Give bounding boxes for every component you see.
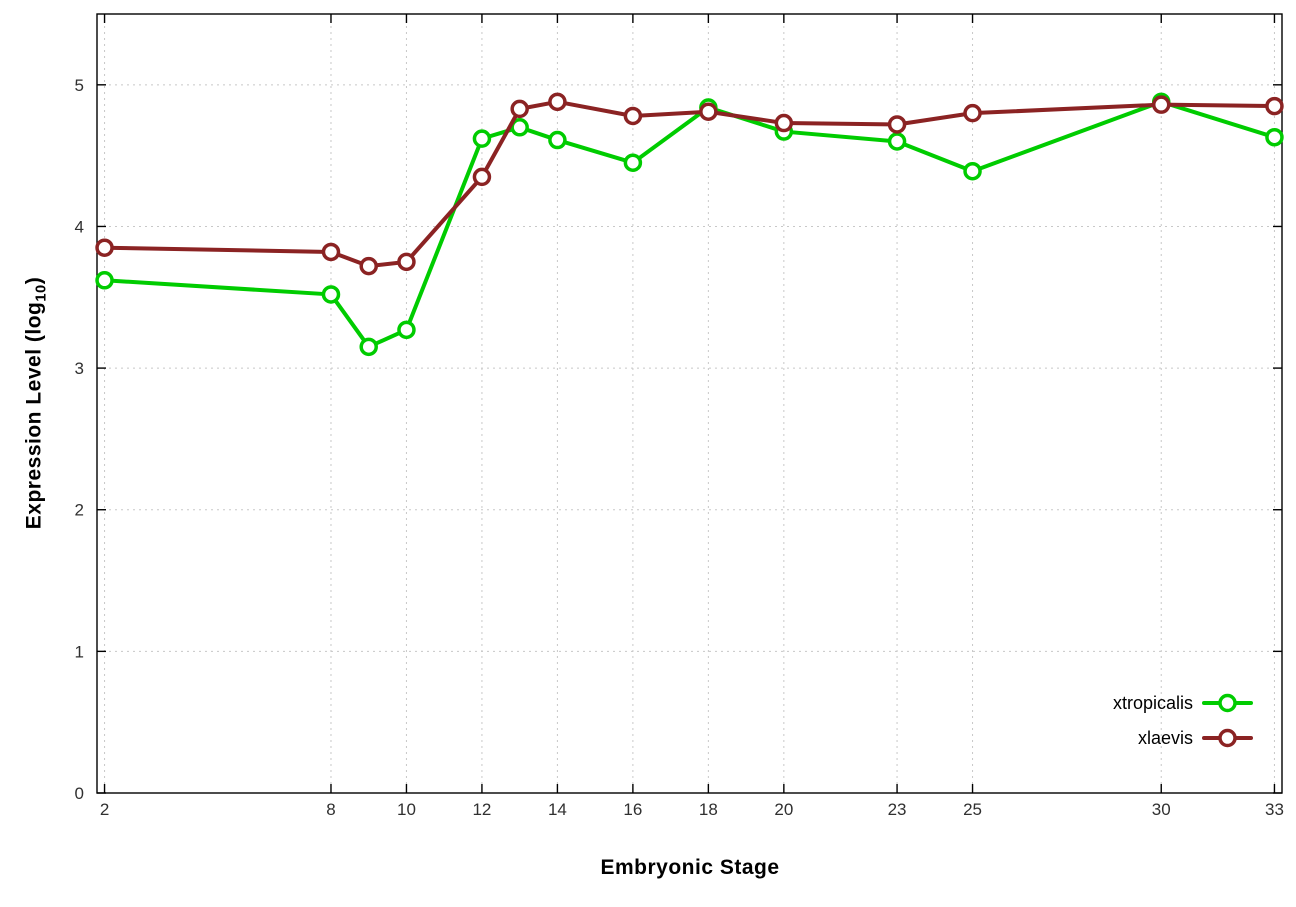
marker-xtropicalis-stage-9	[359, 337, 378, 357]
marker-xlaevis-stage-23	[887, 115, 907, 134]
marker-xtropicalis-stage-8	[321, 285, 341, 304]
legend: xtropicalis xlaevis	[1113, 693, 1253, 748]
marker-xlaevis-stage-25	[963, 103, 982, 123]
x-tick-label: 10	[397, 800, 416, 819]
x-axis-title: Embryonic Stage	[600, 856, 780, 879]
marker-xtropicalis-stage-2	[95, 271, 114, 290]
marker-xtropicalis-stage-16	[623, 153, 643, 172]
marker-xlaevis-stage-16	[623, 106, 643, 126]
marker-xtropicalis-stage-25	[963, 161, 982, 181]
marker-xlaevis-stage-13	[510, 99, 529, 119]
y-tick-label: 3	[75, 359, 84, 378]
marker-xtropicalis-stage-23	[887, 132, 907, 151]
y-tick-label: 0	[75, 784, 84, 803]
marker-xtropicalis-stage-14	[548, 130, 567, 150]
x-tick-label: 2	[100, 800, 109, 819]
y-axis-title-subscript: 10	[33, 284, 50, 302]
marker-xtropicalis-stage-33	[1265, 127, 1284, 147]
series-xtropicalis	[95, 92, 1284, 357]
x-tick-label: 8	[326, 800, 335, 819]
marker-xlaevis-stage-30	[1151, 95, 1171, 114]
legend-label-xlaevis: xlaevis	[1138, 728, 1193, 748]
marker-xlaevis-stage-18	[699, 102, 718, 121]
marker-xlaevis-stage-2	[95, 238, 114, 257]
y-axis-title-post: )	[22, 276, 46, 285]
x-tick-label: 16	[623, 800, 642, 819]
legend-sample-marker-xlaevis	[1218, 728, 1237, 748]
series-xlaevis	[95, 92, 1284, 276]
marker-xtropicalis-stage-13	[510, 118, 529, 137]
x-tick-label: 14	[548, 800, 567, 819]
y-tick-label: 1	[75, 642, 84, 661]
x-tick-label: 30	[1152, 800, 1171, 819]
marker-xlaevis-stage-9	[359, 256, 378, 276]
y-axis-title: Expression Level (log10)	[22, 277, 49, 529]
marker-xlaevis-stage-10	[397, 252, 416, 272]
legend-item-xlaevis: xlaevis	[1138, 728, 1253, 748]
marker-xlaevis-stage-33	[1265, 96, 1284, 116]
y-tick-label: 4	[75, 217, 84, 236]
x-tick-label: 20	[774, 800, 793, 819]
marker-xlaevis-stage-14	[548, 92, 567, 112]
legend-item-xtropicalis: xtropicalis	[1113, 693, 1253, 713]
x-tick-label: 33	[1265, 800, 1284, 819]
series-line-xtropicalis	[102, 99, 1277, 349]
x-tick-label: 12	[472, 800, 491, 819]
legend-label-xtropicalis: xtropicalis	[1113, 693, 1193, 713]
legend-sample-marker-xtropicalis	[1218, 693, 1237, 713]
plot-border	[96, 13, 1283, 794]
y-tick-label: 2	[75, 501, 84, 520]
gridlines	[97, 14, 1282, 794]
marker-xtropicalis-stage-12	[472, 129, 492, 148]
marker-xtropicalis-stage-10	[397, 320, 416, 340]
y-axis-title-pre: Expression Level (log	[22, 301, 46, 530]
marker-xlaevis-stage-20	[774, 113, 794, 133]
marker-xlaevis-stage-12	[472, 167, 492, 187]
x-tick-label: 23	[888, 800, 907, 819]
x-tick-label: 25	[963, 800, 982, 819]
y-tick-label: 5	[75, 76, 84, 95]
x-tick-label: 18	[699, 800, 718, 819]
marker-xlaevis-stage-8	[321, 242, 341, 262]
